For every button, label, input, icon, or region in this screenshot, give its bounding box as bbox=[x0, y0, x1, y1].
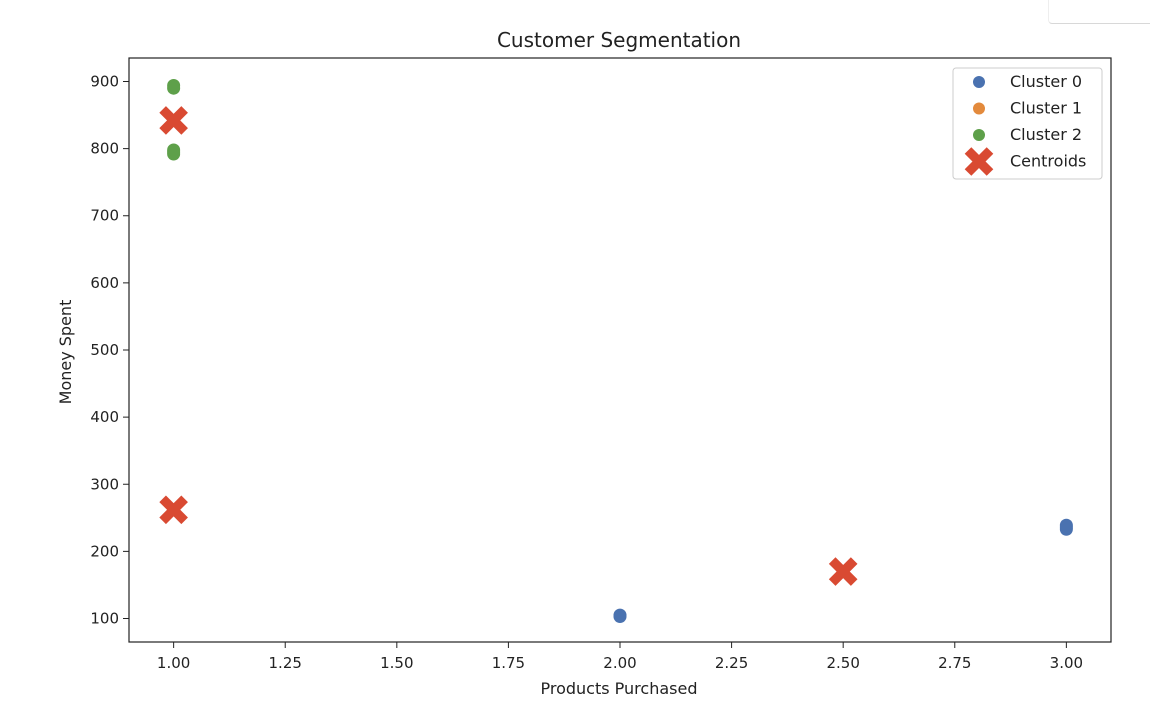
y-axis-label: Money Spent bbox=[56, 300, 75, 405]
legend-label: Cluster 1 bbox=[1010, 99, 1082, 118]
chart-title: Customer Segmentation bbox=[497, 28, 741, 52]
y-tick-label: 500 bbox=[90, 341, 119, 359]
legend-marker bbox=[973, 76, 985, 88]
y-tick-label: 300 bbox=[90, 475, 119, 493]
x-tick-label: 2.25 bbox=[715, 654, 748, 672]
legend-label: Cluster 0 bbox=[1010, 72, 1082, 91]
cluster-2-point bbox=[167, 143, 181, 157]
legend-marker bbox=[973, 102, 985, 115]
y-tick-label: 600 bbox=[90, 274, 119, 292]
y-tick-label: 800 bbox=[90, 140, 119, 158]
y-tick-label: 900 bbox=[90, 72, 119, 90]
legend: Cluster 0 Cluster 1 Cluster 2 Centroids bbox=[952, 67, 1103, 180]
x-tick-label: 1.75 bbox=[492, 654, 525, 672]
legend-label: Cluster 2 bbox=[1010, 125, 1082, 144]
x-tick-label: 3.00 bbox=[1050, 654, 1083, 672]
cluster-2-point bbox=[167, 79, 181, 93]
y-tick-label: 700 bbox=[90, 207, 119, 225]
centroid-marker bbox=[828, 557, 858, 586]
corner-tab bbox=[1048, 0, 1150, 24]
x-tick-label: 1.50 bbox=[380, 654, 413, 672]
y-tick-label: 400 bbox=[90, 408, 119, 426]
x-tick-label: 2.00 bbox=[603, 654, 636, 672]
legend-marker bbox=[973, 129, 985, 141]
y-tick-label: 100 bbox=[90, 610, 119, 628]
legend-centroid-marker bbox=[964, 147, 994, 176]
x-tick-label: 1.25 bbox=[269, 654, 302, 672]
y-tick-label: 200 bbox=[90, 542, 119, 560]
cluster-0-point bbox=[1059, 518, 1073, 532]
x-tick-label: 2.50 bbox=[826, 654, 859, 672]
x-tick-label: 2.75 bbox=[938, 654, 971, 672]
centroid-marker bbox=[159, 495, 188, 525]
data-points bbox=[159, 79, 1073, 623]
y-ticks: 100 200 300 400 500 600 700 800 900 bbox=[90, 72, 129, 628]
x-tick-label: 1.00 bbox=[157, 654, 190, 672]
legend-label: Centroids bbox=[1010, 152, 1086, 171]
centroid-marker bbox=[159, 106, 188, 135]
cluster-0-point bbox=[613, 608, 627, 622]
x-axis-label: Products Purchased bbox=[541, 679, 698, 698]
x-ticks: 1.00 1.25 1.50 1.75 2.00 2.25 2.50 2.75 3.00 bbox=[157, 642, 1083, 672]
